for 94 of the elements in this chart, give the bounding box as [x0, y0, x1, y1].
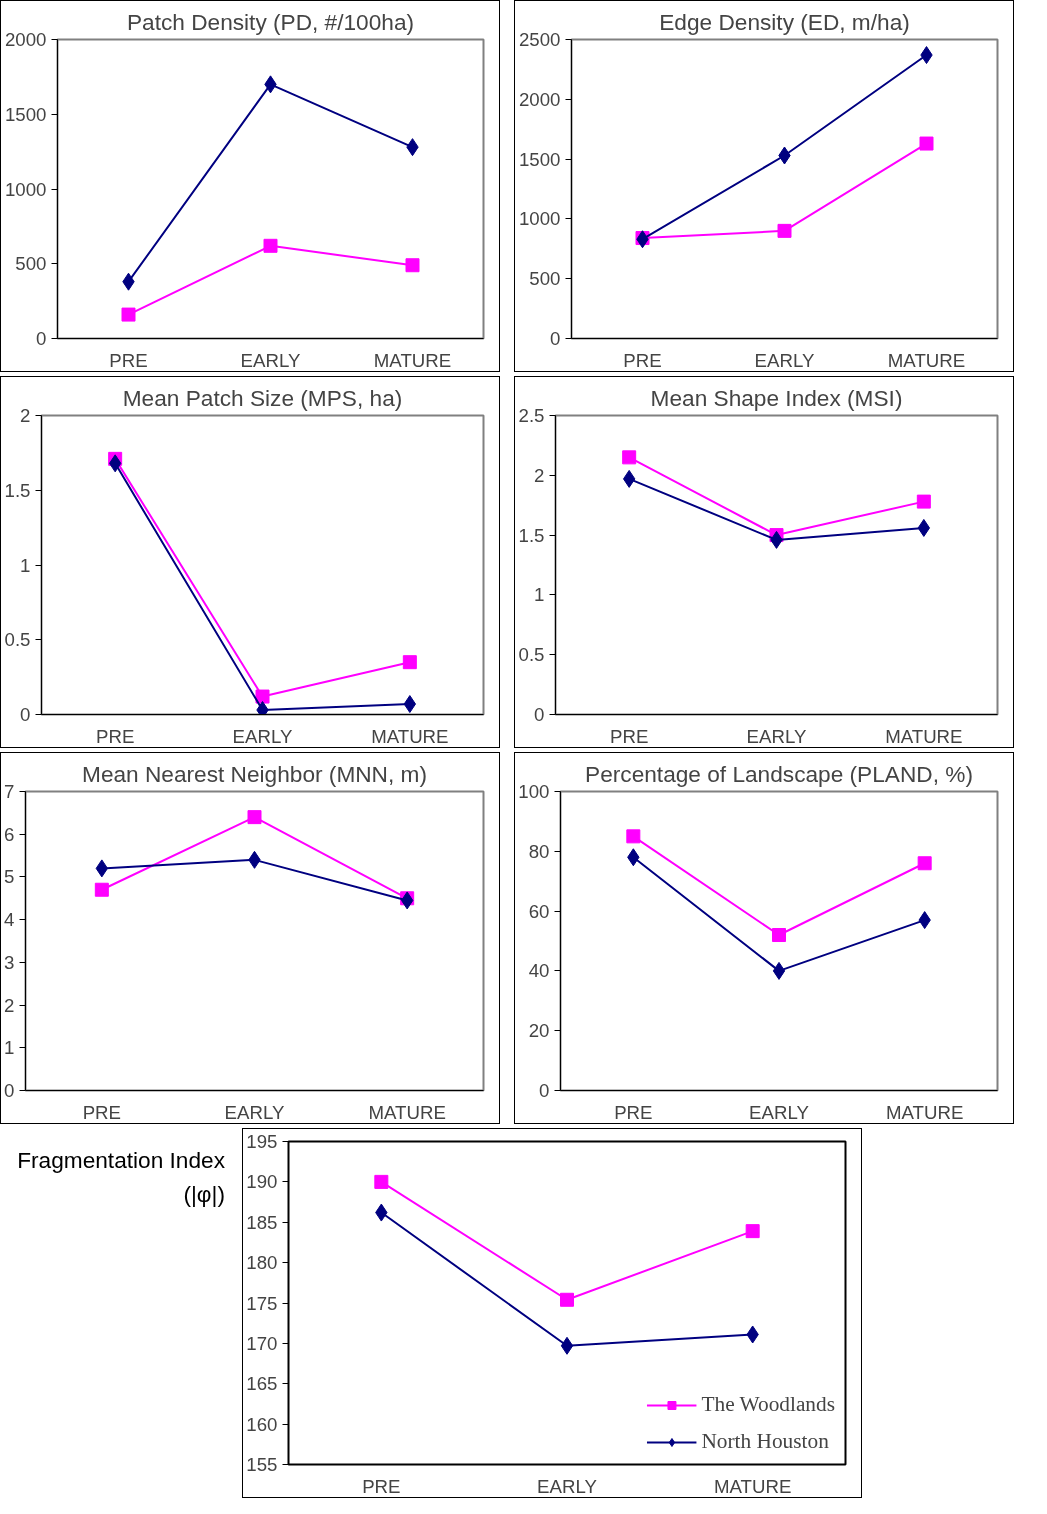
- x-tick-label: PRE: [623, 349, 662, 371]
- y-tick-label: 175: [246, 1292, 278, 1314]
- y-tick-label: 1.5: [4, 479, 31, 501]
- y-tick-label: 7: [4, 781, 15, 802]
- y-tick-label: 100: [518, 781, 550, 802]
- point: [772, 928, 786, 943]
- y-tick-label: 0: [4, 1080, 15, 1101]
- y-tick-label: 1000: [5, 178, 47, 200]
- y-tick-label: 160: [246, 1413, 278, 1435]
- point: [916, 494, 931, 509]
- y-tick-label: 2.5: [518, 405, 545, 426]
- y-tick-label: 0.5: [518, 644, 545, 666]
- point: [560, 1292, 574, 1307]
- point: [777, 223, 792, 238]
- y-tick-label: 40: [528, 960, 550, 982]
- point: [405, 258, 420, 273]
- y-tick-label: 2000: [519, 88, 561, 110]
- x-tick-label: MATURE: [373, 349, 452, 371]
- x-tick-label: EARLY: [749, 1101, 810, 1123]
- point: [247, 810, 262, 825]
- legend-label: The Woodlands: [701, 1392, 835, 1417]
- y-tick-label: 0: [36, 328, 47, 349]
- point: [626, 829, 641, 844]
- point: [402, 655, 417, 670]
- y-tick-label: 0: [539, 1080, 550, 1101]
- y-tick-label: 0: [20, 704, 31, 725]
- y-tick-label: 500: [15, 253, 47, 275]
- x-tick-label: PRE: [95, 725, 135, 747]
- x-tick-label: PRE: [362, 1475, 401, 1497]
- x-tick-label: EARLY: [232, 725, 293, 747]
- text: Fragmentation Index (|φ|): [16, 1146, 225, 1209]
- y-tick-label: 1000: [519, 208, 561, 230]
- chart-title: Patch Density (PD, #/100ha): [126, 8, 415, 35]
- y-tick-label: 4: [4, 909, 15, 931]
- y-tick-label: 1.5: [518, 524, 545, 546]
- y-tick-label: 1: [534, 584, 545, 606]
- x-tick-label: EARLY: [240, 349, 301, 371]
- point: [263, 238, 278, 253]
- y-tick-label: 165: [246, 1373, 278, 1395]
- point: [919, 136, 934, 151]
- y-tick-label: 2: [4, 994, 15, 1016]
- y-tick-label: 1500: [5, 103, 47, 125]
- y-tick-label: 3: [4, 951, 15, 973]
- y-tick-label: 5: [4, 866, 15, 888]
- y-tick-label: 180: [246, 1252, 278, 1274]
- point: [917, 856, 932, 871]
- y-tick-label: 190: [246, 1171, 278, 1193]
- x-tick-label: MATURE: [885, 1101, 964, 1123]
- point: [772, 961, 786, 980]
- x-tick-label: EARLY: [746, 725, 807, 747]
- point: [622, 450, 637, 465]
- chart-title: Percentage of Landscape (PLAND, %): [585, 760, 973, 787]
- point: [560, 1336, 574, 1355]
- y-tick-label: 2: [534, 464, 545, 486]
- x-tick-label: MATURE: [371, 725, 449, 747]
- y-tick-label: 185: [246, 1211, 278, 1233]
- point: [121, 307, 136, 322]
- point: [745, 1224, 760, 1239]
- y-tick-label: 1500: [519, 148, 561, 170]
- legend-label: North Houston: [701, 1429, 829, 1454]
- y-tick-label: 155: [246, 1454, 278, 1475]
- chart-title: Mean Nearest Neighbor (MNN, m): [82, 760, 427, 787]
- y-tick-label: 2500: [519, 29, 561, 50]
- x-tick-label: EARLY: [754, 349, 815, 371]
- x-tick-label: PRE: [609, 725, 649, 747]
- y-tick-label: 6: [4, 823, 15, 845]
- y-tick-label: 0: [550, 328, 561, 349]
- point: [94, 882, 109, 897]
- y-tick-label: 1: [4, 1037, 15, 1059]
- x-tick-label: EARLY: [537, 1475, 598, 1497]
- x-tick-label: EARLY: [224, 1101, 285, 1123]
- x-tick-label: MATURE: [368, 1101, 446, 1123]
- y-tick-label: 0.5: [4, 629, 31, 651]
- x-tick-label: PRE: [614, 1101, 653, 1123]
- x-tick-label: MATURE: [887, 349, 966, 371]
- y-tick-label: 20: [528, 1020, 550, 1042]
- y-tick-label: 80: [528, 840, 550, 862]
- point: [374, 1174, 389, 1189]
- y-tick-label: 500: [529, 268, 561, 290]
- y-tick-label: 60: [528, 900, 550, 922]
- y-tick-label: 195: [246, 1131, 278, 1152]
- x-tick-label: PRE: [82, 1101, 122, 1123]
- x-tick-label: MATURE: [885, 725, 963, 747]
- point: [255, 689, 270, 704]
- chart-title: Mean Patch Size (MPS, ha): [122, 384, 403, 411]
- y-tick-label: 0: [534, 704, 545, 725]
- x-tick-label: MATURE: [713, 1475, 792, 1497]
- y-tick-label: 2000: [5, 29, 47, 50]
- chart-title: Edge Density (ED, m/ha): [659, 8, 910, 35]
- x-tick-label: PRE: [109, 349, 148, 371]
- y-tick-label: 170: [246, 1332, 278, 1354]
- y-tick-label: 2: [20, 405, 31, 426]
- y-tick-label: 1: [20, 554, 31, 576]
- chart-title: Mean Shape Index (MSI): [650, 384, 903, 411]
